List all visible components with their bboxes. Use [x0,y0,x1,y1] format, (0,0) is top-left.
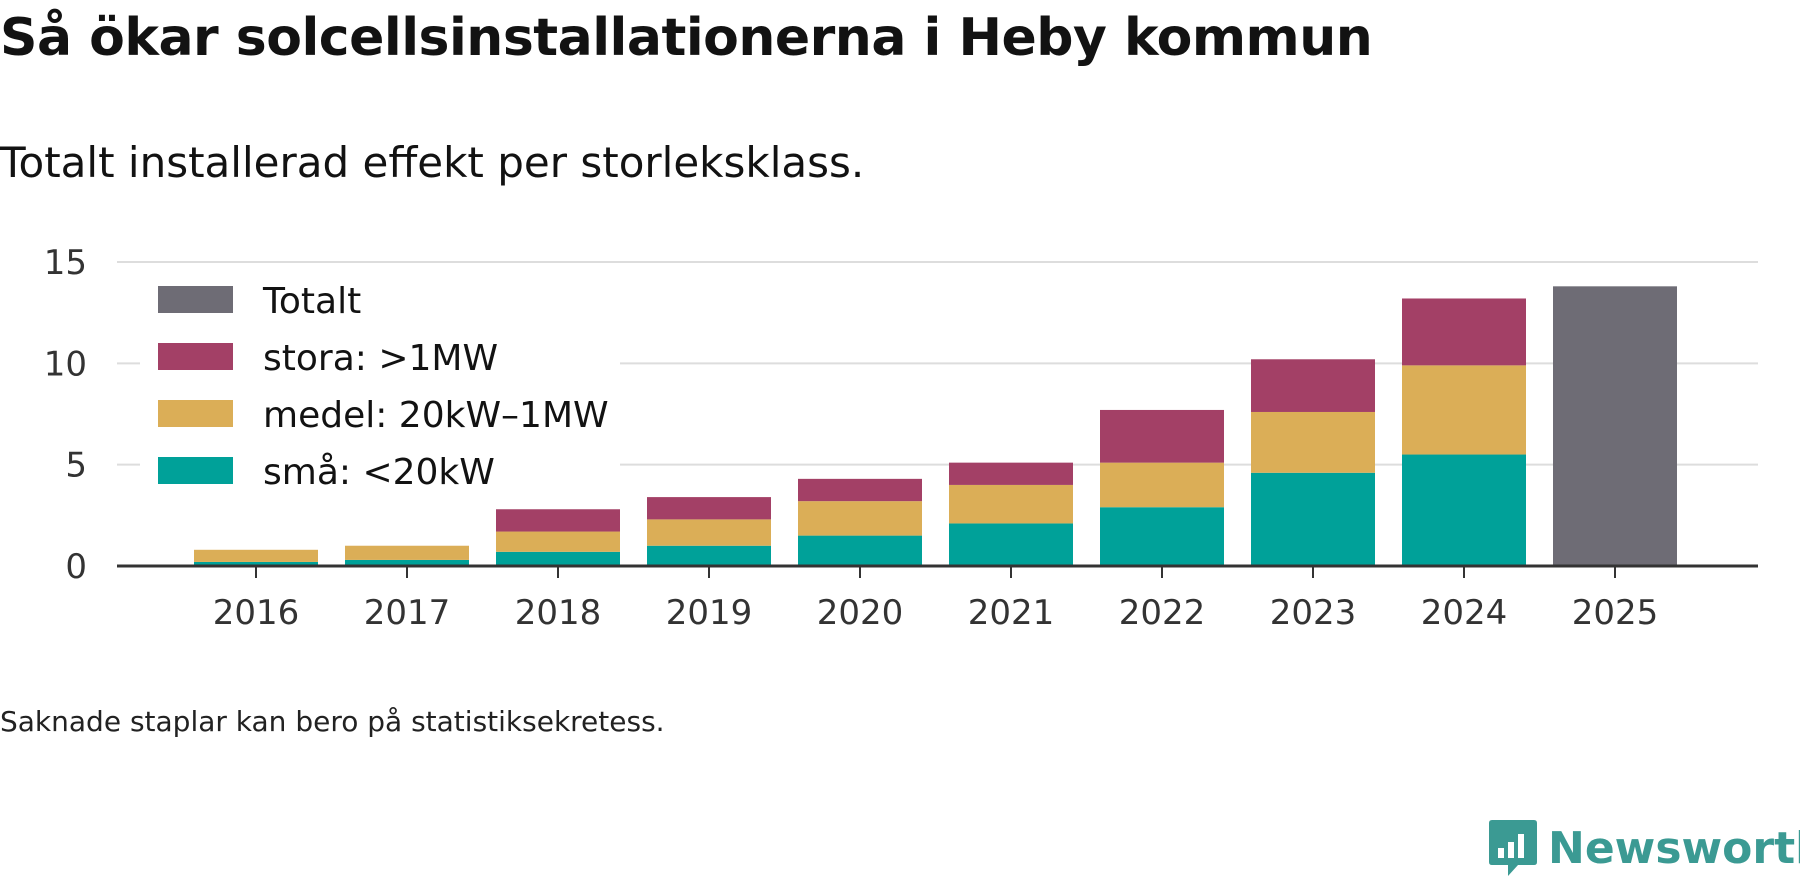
bar-stora-2021 [949,462,1073,485]
y-tick-label-0: 0 [65,547,87,587]
newsworthy-logo-icon [1489,820,1537,876]
bar-medel-2023 [1251,411,1375,473]
bar-medel-2022 [1100,462,1224,508]
x-tick-labels: 2016 2017 2018 2019 2020 2021 2022 2023 2024 2025 [213,593,1659,633]
x-tick-label-2016: 2016 [213,593,300,633]
bar-sma-2022 [1100,507,1224,566]
y-tick-label-10: 10 [44,344,87,384]
x-tick-label-2017: 2017 [364,593,451,633]
x-tick-label-2023: 2023 [1270,593,1357,633]
brand-name: Newsworthy [1548,822,1800,874]
bar-sma-2019 [647,545,771,566]
bar-sma-2016 [194,561,318,566]
bar-medel-2019 [647,519,771,546]
legend-swatch-stora [158,343,233,370]
bar-stora-2019 [647,497,771,520]
y-tick-label-5: 5 [65,446,87,486]
legend-swatch-sma [158,457,233,484]
chart-title: Så ökar solcellsinstallationerna i Heby … [0,8,1373,68]
bar-sma-2017 [345,559,469,566]
bar-sma-2021 [949,523,1073,566]
x-tick-label-2022: 2022 [1119,593,1206,633]
bar-sma-2020 [798,535,922,566]
bar-medel-2021 [949,484,1073,524]
bar-stora-2018 [496,509,620,532]
x-tick-label-2024: 2024 [1421,593,1508,633]
x-tick-label-2021: 2021 [968,593,1055,633]
bar-medel-2017 [345,545,469,560]
legend-label-stora: stora: >1MW [263,338,498,379]
bar-stora-2023 [1251,359,1375,412]
x-tick-label-2020: 2020 [817,593,904,633]
x-tick-label-2025: 2025 [1572,593,1659,633]
bar-medel-2020 [798,501,922,536]
legend-label-medel: medel: 20kW–1MW [263,395,609,436]
y-tick-label-15: 15 [44,243,87,283]
legend-label-total: Totalt [262,281,361,322]
footnote: Saknade staplar kan bero på statistiksek… [0,705,665,738]
x-tick-label-2019: 2019 [666,593,753,633]
bar-stora-2020 [798,478,922,502]
bars [194,286,1677,566]
bar-stora-2022 [1100,409,1224,463]
chart-subtitle: Totalt installerad effekt per storlekskl… [0,138,865,187]
bar-medel-2024 [1402,365,1526,455]
x-ticks [255,566,1616,578]
bar-sma-2023 [1251,472,1375,566]
legend-swatch-total [158,286,233,313]
legend-label-sma: små: <20kW [263,452,495,493]
bar-stora-2024 [1402,298,1526,366]
y-tick-labels: 0 5 10 15 [44,243,87,587]
legend: Totalt stora: >1MW medel: 20kW–1MW små: <20… [140,272,620,500]
bar-sma-2018 [496,551,620,566]
bar-total-2025 [1553,286,1677,566]
bar-medel-2016 [194,549,318,562]
legend-swatch-medel [158,400,233,427]
brand-logo: Newsworthy [1488,818,1800,878]
bar-medel-2018 [496,531,620,552]
x-tick-label-2018: 2018 [515,593,602,633]
bar-sma-2024 [1402,454,1526,566]
